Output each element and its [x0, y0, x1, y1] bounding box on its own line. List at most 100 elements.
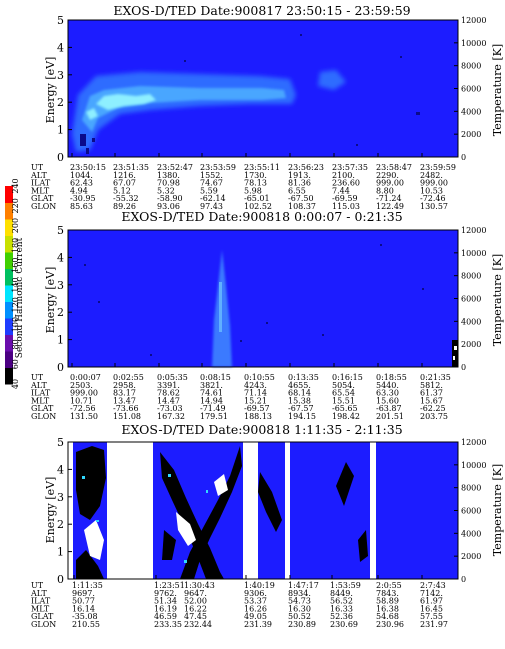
y2-tick-label: 4000 [461, 529, 481, 538]
table-cell: 0:16:15 [332, 373, 363, 382]
table-cell: 8449. [330, 589, 353, 598]
table-cell: 10.71 [70, 396, 93, 405]
table-row-label: GLAT [31, 404, 54, 413]
colorbar-tick-label: 240 [11, 178, 20, 193]
y-tick-label: 0 [57, 151, 64, 164]
table-cell: 167.32 [157, 412, 185, 421]
y-tick-label: 5 [57, 436, 64, 449]
table-cell: 0:05:35 [157, 373, 188, 382]
panel-3-y2label: Temperature [K] [491, 464, 504, 556]
panel-2: EXOS-D/TED Date:900818 0:00:07 - 0:21:35 [30, 209, 504, 421]
table-cell: 7142. [420, 589, 443, 598]
table-cell: 16.30 [288, 604, 311, 613]
table-cell: -69.59 [332, 194, 358, 203]
table-cell: 0:10:55 [244, 373, 275, 382]
panel-2-y2-ticks: 0 2000 4000 6000 8000 10000 12000 [454, 226, 486, 372]
table-cell: 1:40:19 [244, 581, 275, 590]
table-cell: 198.42 [332, 412, 360, 421]
table-cell: 179.51 [200, 412, 228, 421]
table-cell: 7.44 [332, 186, 350, 195]
table-cell: 233.35 [154, 620, 182, 629]
panel-3-y-ticks: 0 1 2 3 4 5 [57, 436, 72, 586]
table-cell: 2:0:55 [376, 581, 402, 590]
table-row-label: GLON [31, 412, 56, 421]
table-cell: 8.80 [376, 186, 394, 195]
table-cell: 5.32 [157, 186, 175, 195]
table-cell: 210.55 [72, 620, 100, 629]
table-cell: 67.07 [113, 179, 136, 188]
table-cell: 131.50 [70, 412, 98, 421]
table-cell: 23:59:59 [420, 163, 456, 172]
table-cell: 203.75 [420, 412, 448, 421]
table-cell: 78.62 [157, 389, 180, 398]
panel-3-white-gaps [84, 474, 228, 560]
y2-tick-label: 4000 [461, 107, 481, 116]
table-cell: 78.13 [244, 179, 267, 188]
table-cell: 999.00 [376, 179, 404, 188]
table-cell: 23:50:15 [70, 163, 106, 172]
table-cell: 5.98 [244, 186, 262, 195]
table-cell: 1:23:51 [154, 581, 185, 590]
table-cell: 194.15 [288, 412, 316, 421]
panel-3: EXOS-D/TED Date:900818 1:11:35 - 2:11:35 [30, 422, 504, 629]
colorbar-swatch-4 [5, 301, 13, 319]
table-row-label: UT [31, 581, 44, 590]
y-tick-label: 5 [57, 14, 64, 27]
table-row-label: MLT [31, 186, 50, 195]
colorbar-swatch-8 [5, 235, 13, 253]
table-cell: 2482. [420, 171, 443, 180]
table-cell: 5.12 [113, 186, 131, 195]
table-cell: 85.63 [70, 202, 93, 211]
table-cell: 81.36 [288, 179, 311, 188]
table-cell: 1044. [70, 171, 93, 180]
table-cell: 46.59 [154, 612, 177, 621]
table-cell: 9697. [72, 589, 95, 598]
table-cell: 16.22 [184, 604, 207, 613]
table-cell: 70.98 [157, 179, 180, 188]
table-cell: 61.97 [420, 597, 443, 606]
table-cell: 15.60 [376, 396, 399, 405]
colorbar-swatch-10 [5, 202, 13, 220]
y2-tick-label: 8000 [461, 484, 481, 493]
table-row-label: GLAT [31, 612, 54, 621]
y2-tick-label: 8000 [461, 272, 481, 281]
table-cell: 3821. [200, 381, 223, 390]
table-cell: -71.49 [200, 404, 226, 413]
y2-tick-label: 6000 [461, 507, 481, 516]
panel-3-cyan-specks [82, 474, 208, 563]
table-cell: 50.77 [72, 597, 95, 606]
table-cell: 97.43 [200, 202, 223, 211]
table-cell: -69.57 [244, 404, 270, 413]
y-tick-label: 5 [57, 224, 64, 237]
panel-2-right-edge [452, 340, 458, 367]
table-cell: 15.51 [332, 396, 355, 405]
table-cell: 0:18:55 [376, 373, 407, 382]
table-cell: 23:57:35 [332, 163, 368, 172]
colorbar-swatch-0 [5, 367, 13, 385]
table-cell: 13.47 [113, 396, 136, 405]
table-cell: -58.90 [157, 194, 183, 203]
table-row-label: MLT [31, 604, 50, 613]
table-cell: 5440. [376, 381, 399, 390]
y2-tick-label: 10000 [461, 249, 486, 258]
y2-tick-label: 0 [461, 575, 466, 584]
table-cell: 62.43 [70, 179, 93, 188]
table-cell: 0:13:35 [288, 373, 319, 382]
y-tick-label: 1 [57, 334, 64, 347]
colorbar-tick-label: 140 [11, 277, 20, 292]
table-cell: 3391. [157, 381, 180, 390]
table-cell: -55.32 [113, 194, 139, 203]
table-cell: 52.36 [330, 612, 353, 621]
colorbar-tick-label: 100 [11, 317, 20, 332]
colorbar-swatch-9 [5, 219, 13, 236]
table-cell: 1552. [200, 171, 223, 180]
y2-tick-label: 12000 [461, 16, 486, 25]
colorbar-tick-label: 180 [11, 238, 20, 253]
panel-1-y2-ticks: 0 2000 4000 6000 8000 10000 12000 [454, 16, 486, 162]
panel-3-black-regions [76, 446, 368, 579]
table-cell: 1380. [157, 171, 180, 180]
table-cell: -65.01 [244, 194, 270, 203]
table-cell: 58.89 [376, 597, 399, 606]
